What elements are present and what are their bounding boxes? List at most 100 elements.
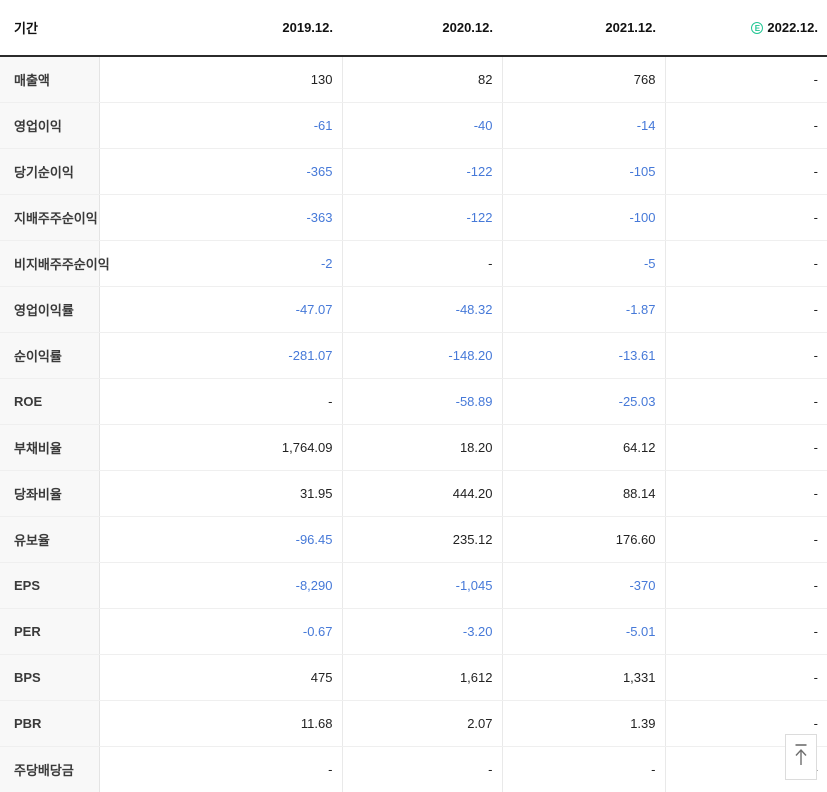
cell-value: 235.12 [341, 516, 502, 563]
row-label: 유보율 [0, 516, 100, 563]
cell-value: - [664, 148, 827, 195]
cell-value: 1.39 [501, 700, 665, 747]
cell-value: -363 [98, 194, 342, 241]
cell-value: -5 [501, 240, 665, 287]
cell-value: -58.89 [341, 378, 502, 425]
table-row: 당기순이익 -365 -122 -105- [0, 148, 827, 195]
cell-value: - [664, 654, 827, 701]
scroll-to-top-button[interactable] [785, 734, 817, 780]
cell-value: 82 [341, 56, 502, 103]
cell-value: 11.68 [98, 700, 342, 747]
cell-value: -3.20 [341, 608, 502, 655]
cell-value: - [664, 470, 827, 517]
cell-value: -105 [501, 148, 665, 195]
cell-value: -1.87 [501, 285, 665, 333]
arrow-up-to-top-icon [793, 743, 809, 772]
table-row: 순이익률 -281.07 -148.20 -13.61- [0, 332, 827, 379]
cell-value: 176.60 [501, 516, 665, 563]
table-row: BPS 475 1,612 1,331- [0, 654, 827, 701]
cell-value: 31.95 [98, 470, 342, 517]
row-label: 매출액 [0, 56, 100, 103]
row-label: ROE [0, 378, 100, 425]
row-label: 영업이익 [0, 102, 100, 149]
table-row: 지배주주순이익 -363 -122 -100- [0, 194, 827, 241]
table-row: 영업이익률 -47.07 -48.32 -1.87- [0, 285, 827, 333]
cell-value: -122 [341, 194, 502, 241]
cell-value: - [98, 378, 342, 425]
cell-value: 18.20 [341, 423, 502, 471]
table-row: 당좌비율 31.95 444.20 88.14- [0, 470, 827, 517]
cell-value: -365 [98, 148, 342, 195]
cell-value: - [341, 240, 502, 287]
cell-value: 1,764.09 [98, 423, 342, 471]
row-label: 지배주주순이익 [0, 194, 100, 241]
row-label: 순이익률 [0, 332, 100, 379]
table-row: PER -0.67 -3.20 -5.01- [0, 608, 827, 655]
table-row: PBR 11.68 2.07 1.39- [0, 700, 827, 747]
cell-value: - [664, 194, 827, 241]
cell-value: 444.20 [341, 470, 502, 517]
table-row: 영업이익 -61 -40 -14- [0, 102, 827, 149]
header-year-label: 2022.12. [767, 20, 818, 35]
header-year-col-3: E 2022.12. [665, 0, 827, 57]
cell-value: -14 [501, 102, 665, 149]
row-label: PER [0, 608, 100, 655]
cell-value: -281.07 [98, 332, 342, 379]
cell-value: 130 [98, 56, 342, 103]
cell-value: -370 [501, 561, 665, 609]
cell-value: - [664, 102, 827, 149]
cell-value: 1,331 [501, 654, 665, 701]
row-label: BPS [0, 654, 100, 701]
header-year-label: 2021.12. [605, 20, 656, 35]
row-label: EPS [0, 561, 100, 609]
table-row: ROE - -58.89 -25.03- [0, 378, 827, 425]
cell-value: -0.67 [98, 608, 342, 655]
row-label: 당좌비율 [0, 470, 100, 517]
cell-value: -47.07 [98, 285, 342, 333]
estimate-badge-icon: E [751, 22, 764, 34]
header-year-col-2: 2021.12. [502, 0, 665, 57]
cell-value: -5.01 [501, 608, 665, 655]
header-period-label: 기간 [0, 0, 99, 57]
row-label: 영업이익률 [0, 285, 100, 333]
cell-value: - [664, 423, 827, 471]
cell-value: - [664, 285, 827, 333]
cell-value: -1,045 [341, 561, 502, 609]
cell-value: -148.20 [341, 332, 502, 379]
cell-value: -8,290 [98, 561, 342, 609]
cell-value: - [664, 240, 827, 287]
cell-value: - [664, 332, 827, 379]
header-year-label: 2020.12. [442, 20, 493, 35]
cell-value: -61 [98, 102, 342, 149]
cell-value: -96.45 [98, 516, 342, 563]
table-row: 주당배당금---- [0, 745, 827, 792]
table-row: 유보율 -96.45 235.12 176.60- [0, 516, 827, 563]
table-row: 부채비율 1,764.09 18.20 64.12- [0, 423, 827, 471]
cell-value: - [341, 745, 502, 792]
row-label: PBR [0, 700, 100, 747]
cell-value: -2 [98, 240, 342, 287]
cell-value: 64.12 [501, 423, 665, 471]
table-row: 매출액 130 82 768- [0, 56, 827, 103]
cell-value: - [664, 56, 827, 103]
row-label: 주당배당금 [0, 745, 100, 792]
cell-value: 768 [501, 56, 665, 103]
cell-value: - [664, 608, 827, 655]
row-label: 당기순이익 [0, 148, 100, 195]
cell-value: - [501, 745, 665, 792]
cell-value: -13.61 [501, 332, 665, 379]
cell-value: - [664, 516, 827, 563]
header-row: 기간 2019.12. 2020.12. 2021.12. E 2022.12. [0, 0, 827, 57]
cell-value: 1,612 [341, 654, 502, 701]
cell-value: - [664, 378, 827, 425]
cell-value: - [98, 745, 342, 792]
table-row: EPS -8,290 -1,045 -370- [0, 561, 827, 609]
cell-value: -40 [341, 102, 502, 149]
cell-value: -25.03 [501, 378, 665, 425]
header-year-col-1: 2020.12. [342, 0, 502, 57]
cell-value: 88.14 [501, 470, 665, 517]
header-year-col-0: 2019.12. [99, 0, 342, 57]
cell-value: - [664, 561, 827, 609]
row-label: 비지배주주순이익 [0, 240, 110, 287]
